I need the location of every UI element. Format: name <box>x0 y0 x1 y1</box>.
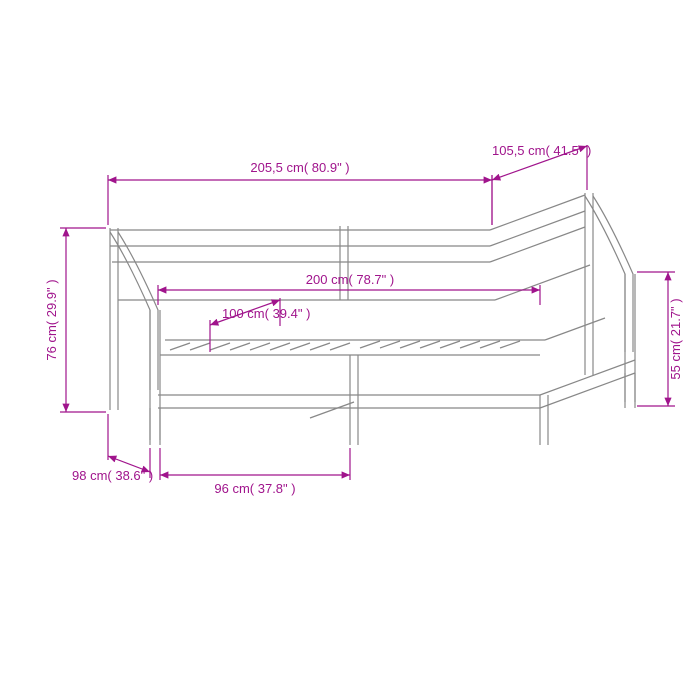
dim-top-length: 205,5 cm( 80.9" ) <box>108 160 492 225</box>
dimension-diagram: 205,5 cm( 80.9" ) 105,5 cm( 41.5" ) 200 … <box>0 0 700 700</box>
label-bottom-segment: 96 cm( 37.8" ) <box>214 481 295 496</box>
product-outline <box>110 193 635 445</box>
label-left-height: 76 cm( 29.9" ) <box>44 279 59 360</box>
dim-left-depth: 98 cm( 38.6" ) <box>72 414 153 483</box>
label-inner-width: 100 cm( 39.4" ) <box>222 306 310 321</box>
label-right-height: 55 cm( 21.7" ) <box>668 298 683 379</box>
dim-bottom-segment: 96 cm( 37.8" ) <box>160 448 350 496</box>
dim-left-height: 76 cm( 29.9" ) <box>44 228 106 412</box>
label-left-depth: 98 cm( 38.6" ) <box>72 468 153 483</box>
label-inner-length: 200 cm( 78.7" ) <box>306 272 394 287</box>
dim-right-height: 55 cm( 21.7" ) <box>637 272 683 406</box>
label-top-length: 205,5 cm( 80.9" ) <box>250 160 349 175</box>
dim-inner-width: 100 cm( 39.4" ) <box>210 298 310 352</box>
dim-top-depth: 105,5 cm( 41.5" ) <box>492 143 591 225</box>
label-top-depth: 105,5 cm( 41.5" ) <box>492 143 591 158</box>
